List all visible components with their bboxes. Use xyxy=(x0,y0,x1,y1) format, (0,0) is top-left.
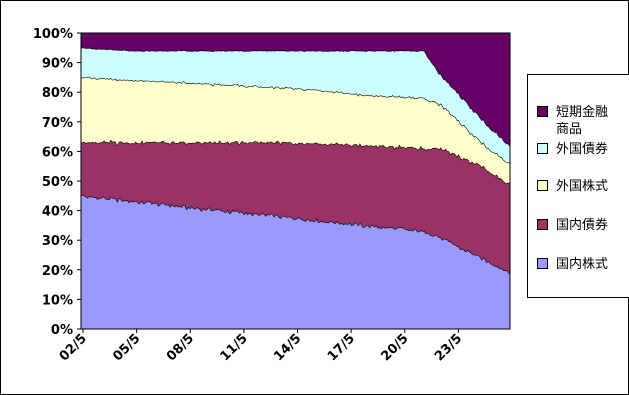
y-tick-label: 30% xyxy=(42,234,73,249)
legend-item: 外国株式 xyxy=(537,178,608,195)
y-tick-label: 60% xyxy=(42,145,73,160)
legend-item: 国内債券 xyxy=(537,217,608,234)
legend-label: 外国債券 xyxy=(556,142,609,157)
legend-label: 国内債券 xyxy=(556,218,609,233)
area-series-5 xyxy=(81,33,510,147)
y-tick-label: 20% xyxy=(42,264,73,279)
legend-swatch xyxy=(537,180,548,191)
legend-label: 国内株式 xyxy=(556,257,609,272)
x-tick-label: 17/5 xyxy=(325,331,358,364)
legend-label: 外国株式 xyxy=(556,179,609,194)
y-tick-label: 100% xyxy=(33,27,73,42)
x-tick-label: 23/5 xyxy=(432,331,465,364)
legend-item: 国内株式 xyxy=(537,256,608,273)
x-tick-label: 08/5 xyxy=(164,331,197,364)
x-tick-label: 14/5 xyxy=(271,331,304,364)
x-tick-label: 11/5 xyxy=(218,331,251,364)
area-series-4 xyxy=(81,47,510,164)
legend: 短期金融 商品外国債券外国株式国内債券国内株式 xyxy=(527,74,629,298)
x-axis: 02/5 05/5 08/5 11/5 14/5 17/5 20/5 23/5 xyxy=(57,329,465,364)
y-tick-label: 10% xyxy=(42,293,73,308)
legend-swatch xyxy=(537,143,548,154)
legend-swatch xyxy=(537,106,548,117)
legend-item: 短期金融 商品 xyxy=(537,104,608,138)
legend-label: 短期金融 商品 xyxy=(556,105,609,137)
y-axis: 0% 10% 20% 30% 40% 50% 60% 70% 80% 90% 100% xyxy=(33,27,81,338)
legend-swatch xyxy=(537,219,548,230)
x-tick-label: 20/5 xyxy=(378,331,411,364)
y-tick-label: 80% xyxy=(42,86,73,101)
legend-item: 外国債券 xyxy=(537,141,608,158)
y-tick-label: 40% xyxy=(42,205,73,220)
y-tick-label: 90% xyxy=(42,57,73,72)
y-tick-label: 0% xyxy=(51,323,73,338)
y-tick-label: 50% xyxy=(42,175,73,190)
area-series-3 xyxy=(81,76,510,184)
x-tick-label: 05/5 xyxy=(110,331,143,364)
legend-swatch xyxy=(537,258,548,269)
y-tick-label: 70% xyxy=(42,116,73,131)
area-series-2 xyxy=(81,139,510,274)
area-layers xyxy=(80,33,511,329)
